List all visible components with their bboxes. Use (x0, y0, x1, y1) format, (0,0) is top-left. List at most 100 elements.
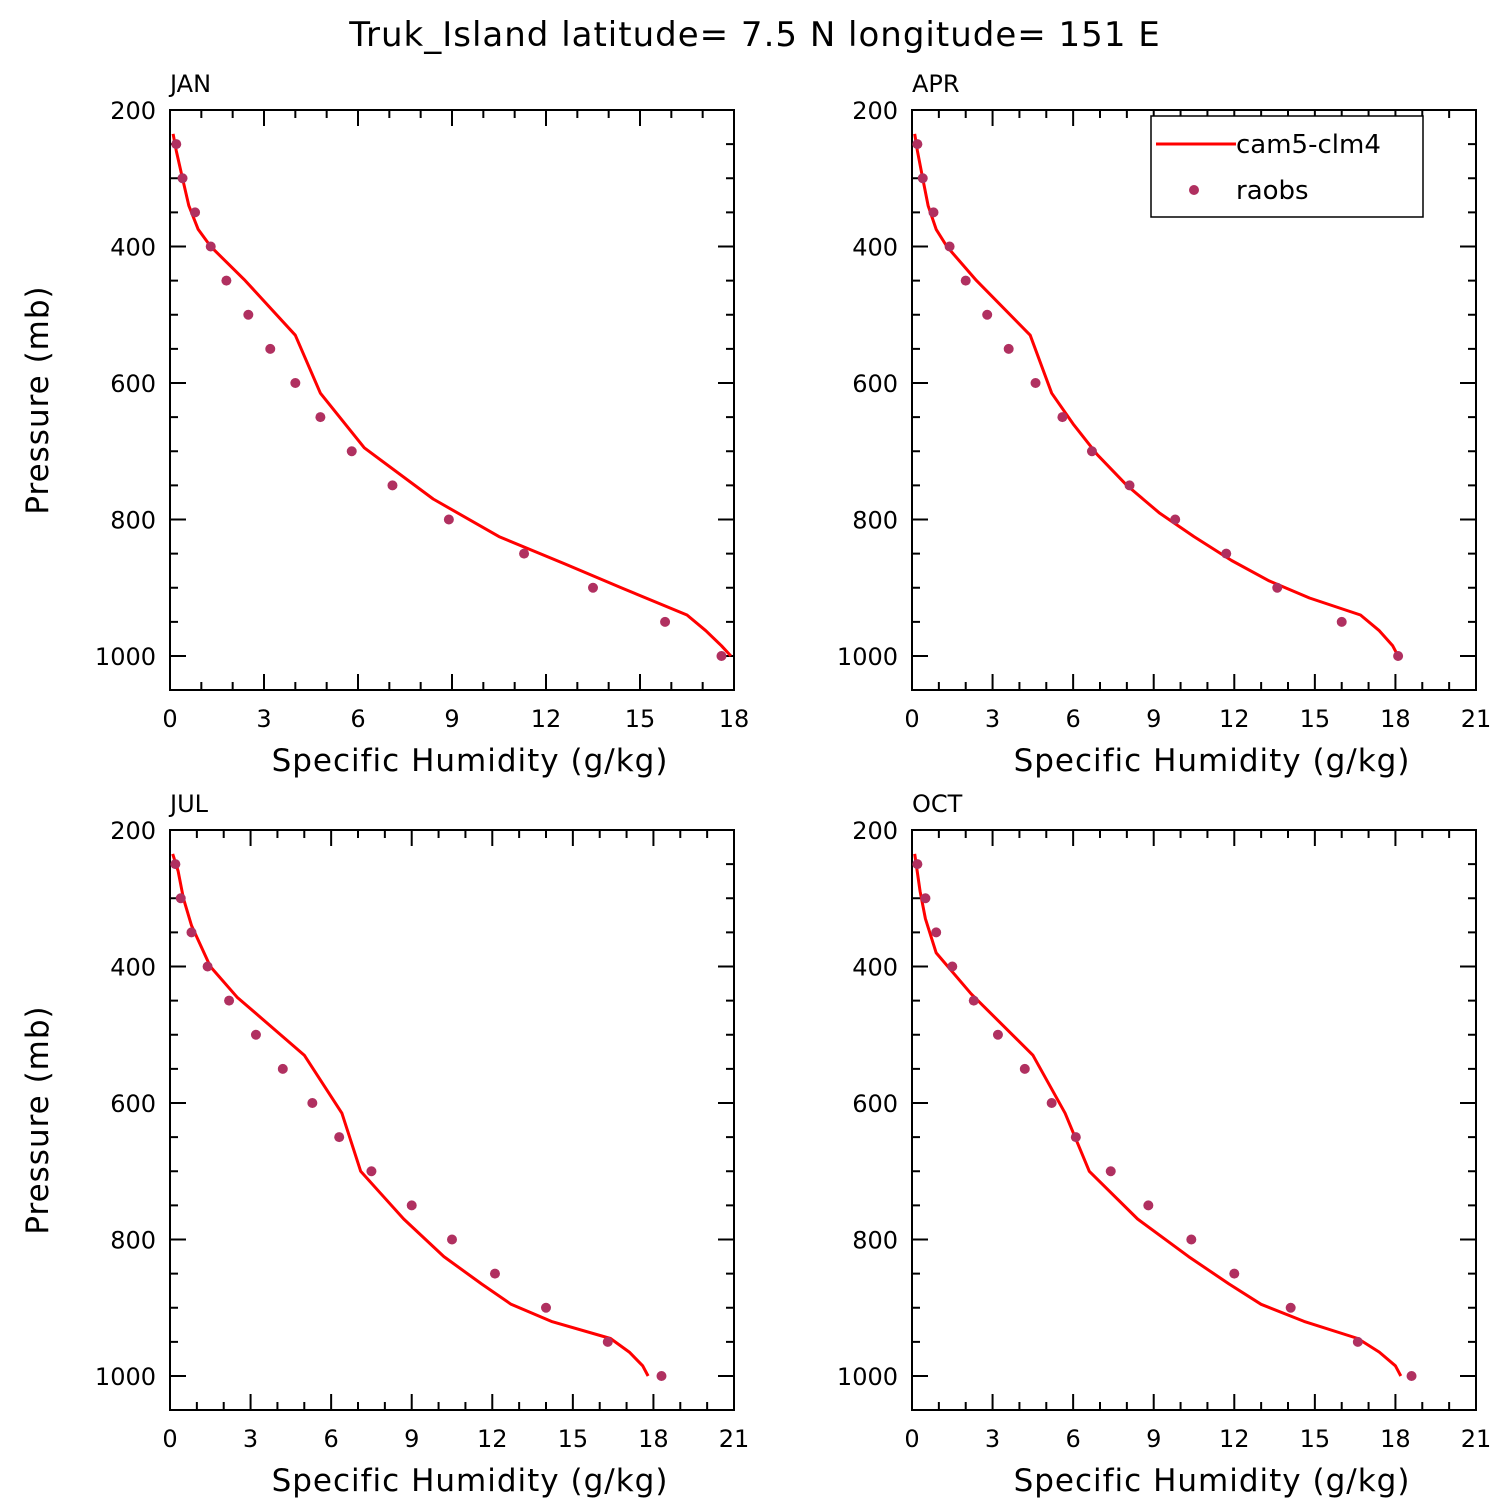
x-tick-label: 21 (719, 1425, 750, 1453)
obs-point (1285, 1302, 1296, 1313)
obs-point (716, 651, 727, 661)
obs-point (912, 139, 923, 150)
obs-point (443, 514, 454, 525)
y-tick-label: 200 (852, 97, 898, 125)
x-tick-label: 15 (1300, 705, 1331, 733)
x-tick-label: 9 (444, 705, 459, 733)
obs-point (406, 1200, 417, 1211)
obs-point (1070, 1132, 1081, 1143)
y-tick-label: 200 (110, 97, 156, 125)
y-tick-label: 200 (852, 817, 898, 845)
obs-point (917, 173, 928, 184)
x-tick-label: 3 (985, 1425, 1000, 1453)
x-tick-label: 21 (1461, 1425, 1492, 1453)
x-tick-label: 6 (1066, 705, 1081, 733)
plot-frame (911, 829, 1477, 1411)
y-tick-label: 800 (110, 1227, 156, 1255)
y-tick-label: 600 (110, 1090, 156, 1118)
x-axis-label: Specific Humidity (g/kg) (272, 1463, 669, 1499)
obs-point (968, 995, 979, 1006)
y-tick-label: 1000 (837, 643, 898, 671)
y-axis-label: Pressure (mb) (20, 285, 56, 514)
obs-point (171, 139, 182, 150)
x-tick-label: 12 (1219, 1425, 1250, 1453)
obs-point (1352, 1336, 1363, 1347)
obs-point (307, 1098, 318, 1108)
obs-point (982, 309, 993, 320)
panel-oct: 200 400 600 800 1000 0 3 6 9 12 15 18 21 OCT Specific … (837, 790, 1491, 1499)
y-tick-label: 400 (110, 234, 156, 262)
obs-point (1057, 412, 1068, 423)
obs-point (1336, 616, 1347, 627)
obs-point (1186, 1234, 1197, 1245)
x-tick-label: 12 (477, 1425, 508, 1453)
obs-point (334, 1132, 345, 1143)
x-tick-label: 9 (404, 1425, 419, 1453)
obs-point (992, 1029, 1003, 1040)
obs-point (519, 548, 530, 559)
panel-title: JAN (168, 70, 211, 98)
x-tick-label: 0 (162, 1425, 177, 1453)
obs-point (1019, 1063, 1030, 1074)
obs-point (1030, 378, 1041, 388)
plot-frame (911, 109, 1477, 691)
x-tick-label: 0 (904, 1425, 919, 1453)
plot-frame (169, 829, 735, 1411)
panel-title: OCT (912, 790, 963, 818)
x-tick-label: 12 (531, 705, 562, 733)
x-tick-label: 18 (1380, 1425, 1411, 1453)
obs-point (541, 1302, 551, 1313)
obs-point (221, 275, 232, 286)
x-tick-label: 15 (1300, 1425, 1331, 1453)
obs-point (186, 927, 197, 938)
legend-obs-marker-swatch (1189, 185, 1199, 195)
obs-point (1105, 1166, 1116, 1177)
x-tick-label: 0 (904, 705, 919, 733)
x-tick-label: 18 (638, 1425, 669, 1453)
y-tick-label: 800 (110, 507, 156, 535)
x-axis-label: Specific Humidity (g/kg) (1014, 1463, 1411, 1499)
obs-point (190, 207, 201, 218)
obs-point (944, 241, 955, 252)
x-tick-label: 0 (162, 705, 177, 733)
y-tick-label: 600 (852, 370, 898, 398)
obs-point (387, 480, 398, 491)
obs-point (1046, 1098, 1057, 1108)
obs-point (931, 927, 942, 938)
legend-box (1150, 115, 1424, 218)
obs-point (1229, 1268, 1240, 1279)
x-tick-label: 3 (256, 705, 271, 733)
x-axis-label: Specific Humidity (g/kg) (1014, 743, 1411, 779)
y-axis-label: Pressure (mb) (20, 1005, 56, 1234)
panel-title: APR (912, 70, 960, 98)
x-tick-label: 6 (324, 1425, 339, 1453)
x-tick-label: 6 (1066, 1425, 1081, 1453)
obs-point (602, 1336, 613, 1347)
x-tick-label: 6 (350, 705, 365, 733)
panel-title: JUL (168, 790, 209, 818)
model-series-line (171, 133, 733, 658)
y-tick-label: 800 (852, 507, 898, 535)
obs-point (447, 1234, 457, 1245)
obs-point (250, 1029, 261, 1040)
obs-point (1272, 582, 1283, 593)
obs-point (920, 893, 931, 904)
obs-point (205, 241, 216, 252)
y-tick-label: 400 (852, 234, 898, 262)
y-tick-label: 1000 (837, 1363, 898, 1391)
legend-obs-label: raobs (1236, 176, 1309, 206)
obs-point (224, 995, 235, 1006)
obs-point (202, 961, 213, 972)
obs-point (366, 1166, 377, 1177)
obs-point (928, 207, 939, 218)
obs-point (1393, 651, 1404, 661)
x-tick-label: 3 (985, 705, 1000, 733)
x-axis-label: Specific Humidity (g/kg) (272, 743, 669, 779)
y-tick-label: 1000 (95, 643, 156, 671)
x-tick-label: 21 (1461, 705, 1492, 733)
obs-point (1124, 480, 1135, 491)
y-tick-label: 400 (110, 954, 156, 982)
obs-point (1143, 1200, 1154, 1211)
obs-point (243, 309, 254, 320)
